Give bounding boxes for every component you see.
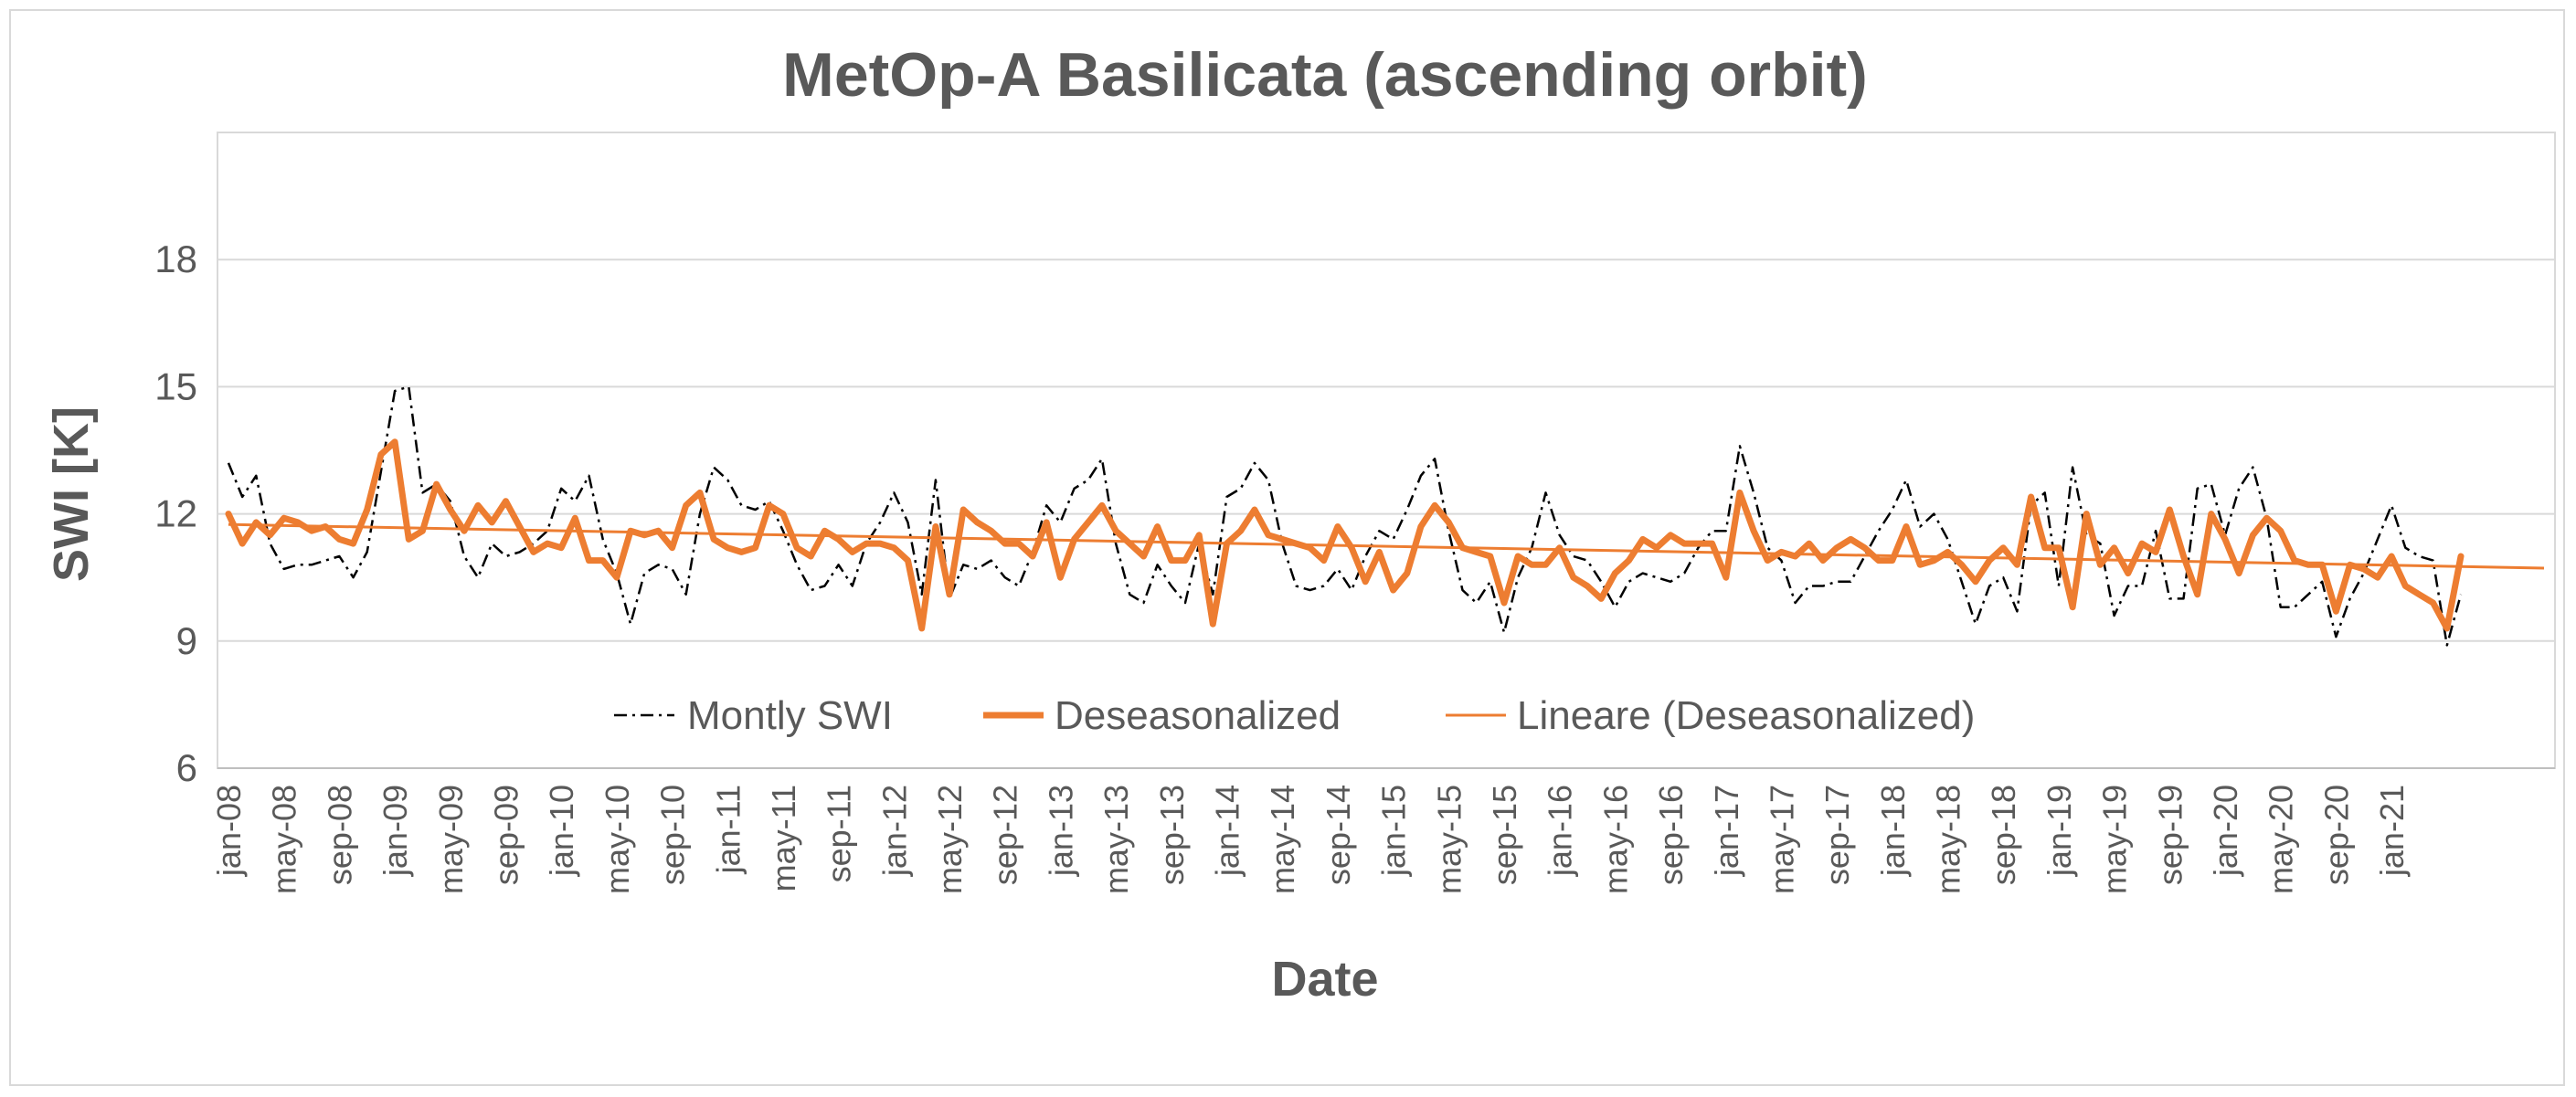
x-tick-label: sep-19 [2151,785,2189,885]
chart-title: MetOp-A Basilicata (ascending orbit) [782,40,1868,110]
x-axis-title: Date [1271,952,1378,1007]
x-tick-label: sep-08 [321,785,358,885]
x-tick-label: jan-16 [1542,785,1579,877]
series-deseasonalized [225,438,2465,632]
series-monthly-swi [227,385,2463,647]
x-tick-label: sep-12 [987,785,1024,885]
x-tick-label: may-08 [266,785,303,894]
grid-layer [217,132,2556,769]
legend-label-deseasonalized: Deseasonalized [1055,693,1341,738]
x-tick-label: sep-14 [1320,785,1357,885]
x-tick-label: sep-15 [1486,785,1523,885]
x-tick-label: may-10 [599,785,636,894]
legend-label-linear: Lineare (Deseasonalized) [1517,693,1975,738]
x-tick-label: may-20 [2263,785,2300,894]
x-tick-label: may-11 [765,785,802,891]
x-tick-label: jan-12 [875,785,913,877]
x-tick-label: may-16 [1596,785,1634,894]
y-tick-label: 9 [176,619,197,662]
x-tick-label: jan-08 [210,785,248,877]
x-tick-label: jan-10 [543,785,580,877]
legend: Montly SWI Deseasonalized Lineare (Desea… [614,693,1975,738]
x-tick-label: jan-13 [1042,785,1079,877]
legend-label-monthly: Montly SWI [687,693,893,738]
x-tick-label: may-17 [1763,785,1800,894]
x-tick-label: sep-20 [2317,785,2355,885]
x-tick-label: may-15 [1430,785,1468,894]
x-tick-label: sep-11 [821,785,858,882]
series-linear-trend [228,522,2545,570]
x-tick-labels: jan-08 may-08 sep-08 jan-09 may-09 sep-09 jan-… [210,785,2411,894]
x-tick-label: sep-13 [1153,785,1191,885]
x-tick-label: jan-21 [2373,785,2411,877]
y-tick-label: 12 [154,492,197,535]
x-tick-label: sep-16 [1652,785,1690,885]
y-tick-label: 6 [176,746,197,789]
x-tick-label: sep-18 [1985,785,2022,885]
x-tick-label: jan-11 [709,785,747,874]
x-tick-label: jan-09 [376,785,414,877]
x-tick-label: jan-20 [2207,785,2244,877]
y-axis-title: SWI [K] [44,406,99,582]
x-tick-label: jan-14 [1209,785,1246,877]
x-tick-label: jan-15 [1375,785,1413,877]
x-tick-label: sep-17 [1818,785,1856,885]
x-tick-label: sep-09 [487,785,525,885]
x-tick-label: may-19 [2096,785,2134,894]
x-tick-label: sep-10 [654,785,692,885]
x-tick-label: jan-17 [1708,785,1745,877]
x-tick-label: may-18 [1930,785,1967,894]
x-tick-label: jan-19 [2041,785,2078,877]
x-tick-label: may-09 [432,785,470,894]
y-tick-labels: 6 9 12 15 18 [154,237,197,789]
x-tick-label: jan-18 [1874,785,1912,877]
y-tick-label: 15 [154,364,197,407]
x-tick-label: may-14 [1264,785,1301,894]
x-tick-label: may-12 [931,785,969,894]
series-layer [225,385,2545,647]
y-tick-label: 18 [154,237,197,280]
x-tick-label: may-13 [1097,785,1135,894]
plot-area [217,132,2556,769]
